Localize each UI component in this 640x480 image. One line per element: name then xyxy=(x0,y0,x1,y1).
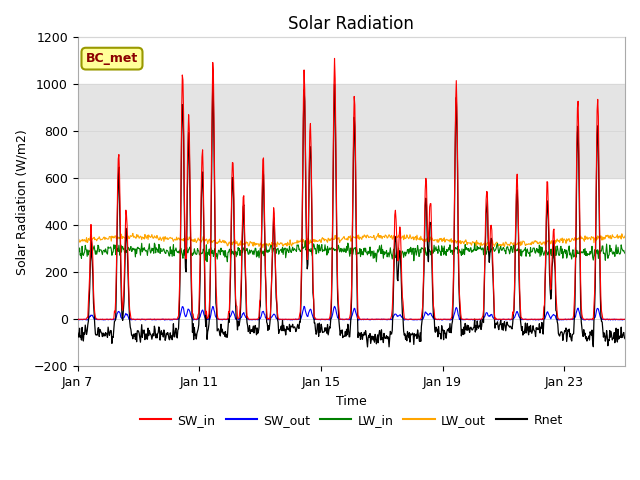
SW_in xyxy=(74,316,81,322)
Rnet xyxy=(93,332,101,338)
Rnet xyxy=(74,330,81,336)
Rnet xyxy=(209,81,216,86)
LW_out xyxy=(259,245,267,251)
Rnet xyxy=(203,312,211,318)
Rnet xyxy=(273,316,281,322)
SW_out xyxy=(621,316,629,322)
LW_out xyxy=(303,240,311,246)
SW_in xyxy=(621,316,629,322)
SW_out xyxy=(517,317,525,323)
SW_in xyxy=(203,308,211,314)
LW_in xyxy=(372,259,380,264)
Rnet xyxy=(385,344,393,350)
Line: LW_in: LW_in xyxy=(77,240,625,262)
SW_out xyxy=(74,316,81,322)
Legend: SW_in, SW_out, LW_in, LW_out, Rnet: SW_in, SW_out, LW_in, LW_out, Rnet xyxy=(135,409,568,432)
X-axis label: Time: Time xyxy=(336,395,367,408)
LW_in xyxy=(303,245,310,251)
SW_in xyxy=(331,56,339,61)
SW_in xyxy=(303,237,310,243)
LW_out xyxy=(74,238,81,243)
SW_out xyxy=(303,312,310,318)
LW_out xyxy=(203,237,211,243)
SW_in xyxy=(273,310,281,315)
LW_out xyxy=(517,239,525,244)
LW_in xyxy=(273,247,281,252)
Rnet xyxy=(364,344,371,350)
SW_out xyxy=(385,317,393,323)
Text: BC_met: BC_met xyxy=(86,52,138,65)
SW_out xyxy=(203,317,211,323)
SW_in xyxy=(517,314,525,320)
LW_in xyxy=(621,251,629,256)
SW_out xyxy=(93,316,101,322)
LW_in xyxy=(93,249,101,254)
Y-axis label: Solar Radiation (W/m2): Solar Radiation (W/m2) xyxy=(15,129,28,275)
Line: SW_in: SW_in xyxy=(77,59,625,319)
LW_out xyxy=(385,232,393,238)
SW_in xyxy=(266,316,274,322)
Rnet xyxy=(517,322,525,328)
LW_out xyxy=(93,237,101,242)
LW_out xyxy=(129,230,137,236)
LW_in xyxy=(301,238,309,243)
LW_in xyxy=(385,254,393,260)
Line: SW_out: SW_out xyxy=(77,306,625,320)
LW_out xyxy=(621,233,629,239)
Rnet xyxy=(621,336,629,342)
Title: Solar Radiation: Solar Radiation xyxy=(289,15,414,33)
Line: LW_out: LW_out xyxy=(77,233,625,248)
SW_out xyxy=(161,317,168,323)
LW_out xyxy=(274,240,282,246)
SW_in xyxy=(93,316,101,322)
LW_in xyxy=(517,247,525,252)
Line: Rnet: Rnet xyxy=(77,84,625,347)
LW_in xyxy=(74,249,81,254)
Bar xyxy=(77,84,625,178)
LW_in xyxy=(203,242,211,248)
SW_in xyxy=(385,316,393,322)
SW_out xyxy=(331,303,339,309)
Rnet xyxy=(303,249,310,255)
SW_out xyxy=(273,316,281,322)
